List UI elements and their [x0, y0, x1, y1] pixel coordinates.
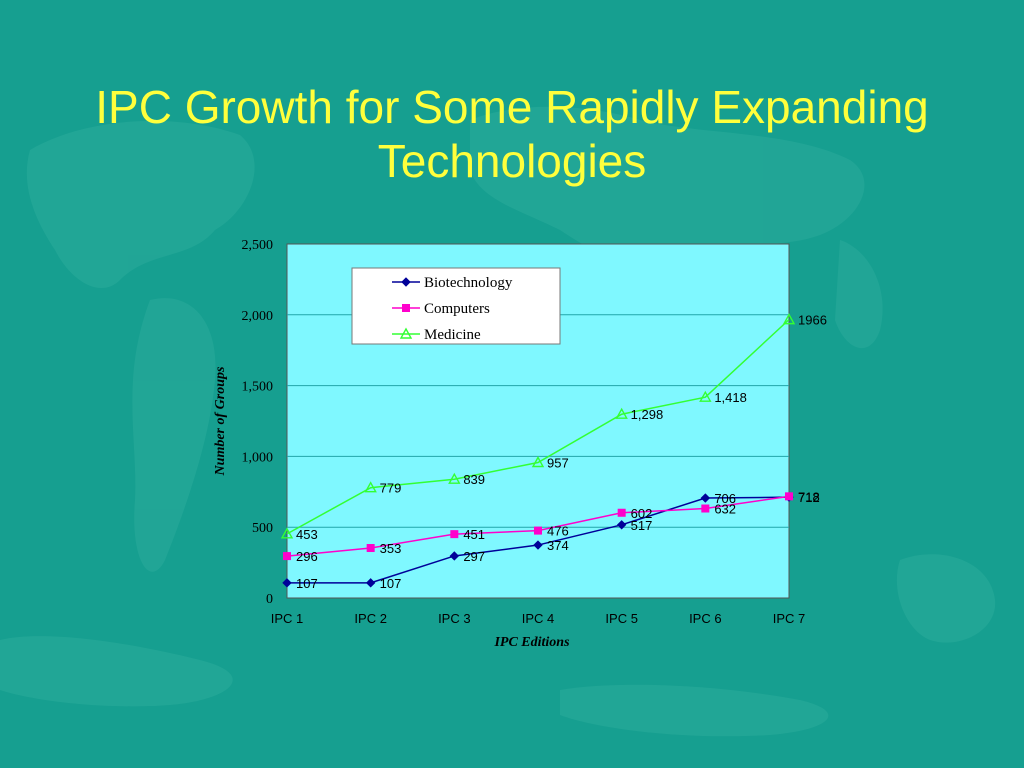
data-label-biotechnology: 374 — [547, 538, 569, 553]
data-point-biotechnology — [533, 540, 543, 550]
legend-label-medicine: Medicine — [424, 327, 481, 343]
data-label-medicine: 1,298 — [631, 407, 664, 422]
y-tick-label: 1,000 — [242, 450, 274, 465]
data-point-computers — [785, 492, 793, 501]
legend-label-biotechnology: Biotechnology — [424, 275, 513, 291]
y-tick-label: 1,500 — [242, 380, 274, 395]
x-axis-ticks: IPC 1 IPC 2 IPC 3 IPC 4 IPC 5 IPC 6 IPC 7 — [271, 611, 806, 626]
x-axis-title: IPC Editions — [493, 635, 570, 650]
data-point-medicine — [782, 313, 796, 325]
data-label-medicine: 779 — [380, 481, 402, 496]
data-point-computers — [283, 552, 291, 561]
x-tick-label: IPC 1 — [271, 611, 304, 626]
data-point-biotechnology — [700, 493, 711, 503]
y-tick-label: 2,000 — [242, 309, 274, 324]
data-label-biotechnology: 712 — [798, 490, 820, 505]
series-line-medicine — [286, 319, 790, 535]
data-label-computers: 296 — [296, 549, 318, 564]
data-label-biotechnology: 517 — [631, 518, 653, 533]
legend-label-computers: Computers — [424, 301, 490, 317]
slide-title: IPC Growth for Some Rapidly Expanding Te… — [95, 81, 929, 187]
data-label-biotechnology: 297 — [463, 549, 485, 564]
data-label-computers: 353 — [380, 541, 402, 556]
data-point-medicine — [615, 407, 628, 419]
data-label-medicine: 1966 — [798, 313, 827, 328]
x-tick-label: IPC 2 — [354, 611, 387, 626]
data-point-biotechnology — [616, 520, 627, 530]
y-tick-label: 2,500 — [242, 238, 274, 253]
data-label-medicine: 1,418 — [714, 390, 747, 405]
data-label-computers: 451 — [463, 527, 485, 542]
data-point-computers — [366, 544, 375, 553]
data-label-computers: 718 — [798, 489, 820, 504]
data-label-computers: 476 — [547, 524, 569, 539]
x-tick-label: IPC 7 — [773, 611, 806, 626]
data-point-biotechnology — [365, 578, 376, 588]
data-label-biotechnology: 107 — [380, 576, 402, 591]
y-tick-label: 0 — [266, 592, 273, 607]
legend-box — [351, 267, 561, 345]
y-tick-label: 500 — [252, 521, 273, 536]
legend-marker-biotechnology — [401, 277, 411, 287]
data-point-medicine — [531, 456, 545, 468]
series-group: 107 107 297 374 517 706 712 296 353 451 476 602 632 7… — [280, 313, 827, 591]
data-label-computers: 602 — [631, 506, 653, 521]
series-computers: 296 353 451 476 602 632 718 — [283, 489, 820, 564]
data-label-medicine: 839 — [463, 472, 485, 487]
data-point-medicine — [280, 527, 294, 539]
data-label-computers: 632 — [714, 502, 736, 517]
data-point-computers — [701, 504, 710, 513]
data-point-biotechnology — [449, 551, 460, 561]
data-point-computers — [450, 530, 459, 539]
y-axis-title: Number of Groups — [213, 366, 228, 476]
legend: Biotechnology Computers Medicine — [351, 267, 561, 345]
data-point-medicine — [448, 472, 461, 484]
data-label-biotechnology: 706 — [714, 491, 736, 506]
data-point-computers — [534, 526, 542, 535]
series-biotechnology: 107 107 297 374 517 706 712 — [282, 490, 820, 591]
legend-marker-medicine — [399, 327, 413, 339]
data-point-medicine — [364, 481, 377, 493]
data-point-medicine — [699, 390, 712, 402]
data-label-medicine: 453 — [296, 527, 318, 542]
y-axis-ticks: 0 500 1,000 1,500 2,000 2,500 — [242, 238, 274, 607]
x-tick-label: IPC 3 — [438, 611, 471, 626]
x-tick-label: IPC 4 — [522, 611, 555, 626]
data-label-biotechnology: 107 — [296, 576, 318, 591]
data-point-computers — [617, 508, 626, 517]
x-tick-label: IPC 5 — [605, 611, 638, 626]
x-tick-label: IPC 6 — [689, 611, 722, 626]
data-label-medicine: 957 — [547, 455, 569, 470]
series-medicine: 453 779 839 957 1,298 1,418 1966 — [280, 313, 827, 542]
legend-marker-computers — [402, 304, 410, 312]
data-point-biotechnology — [282, 578, 292, 588]
